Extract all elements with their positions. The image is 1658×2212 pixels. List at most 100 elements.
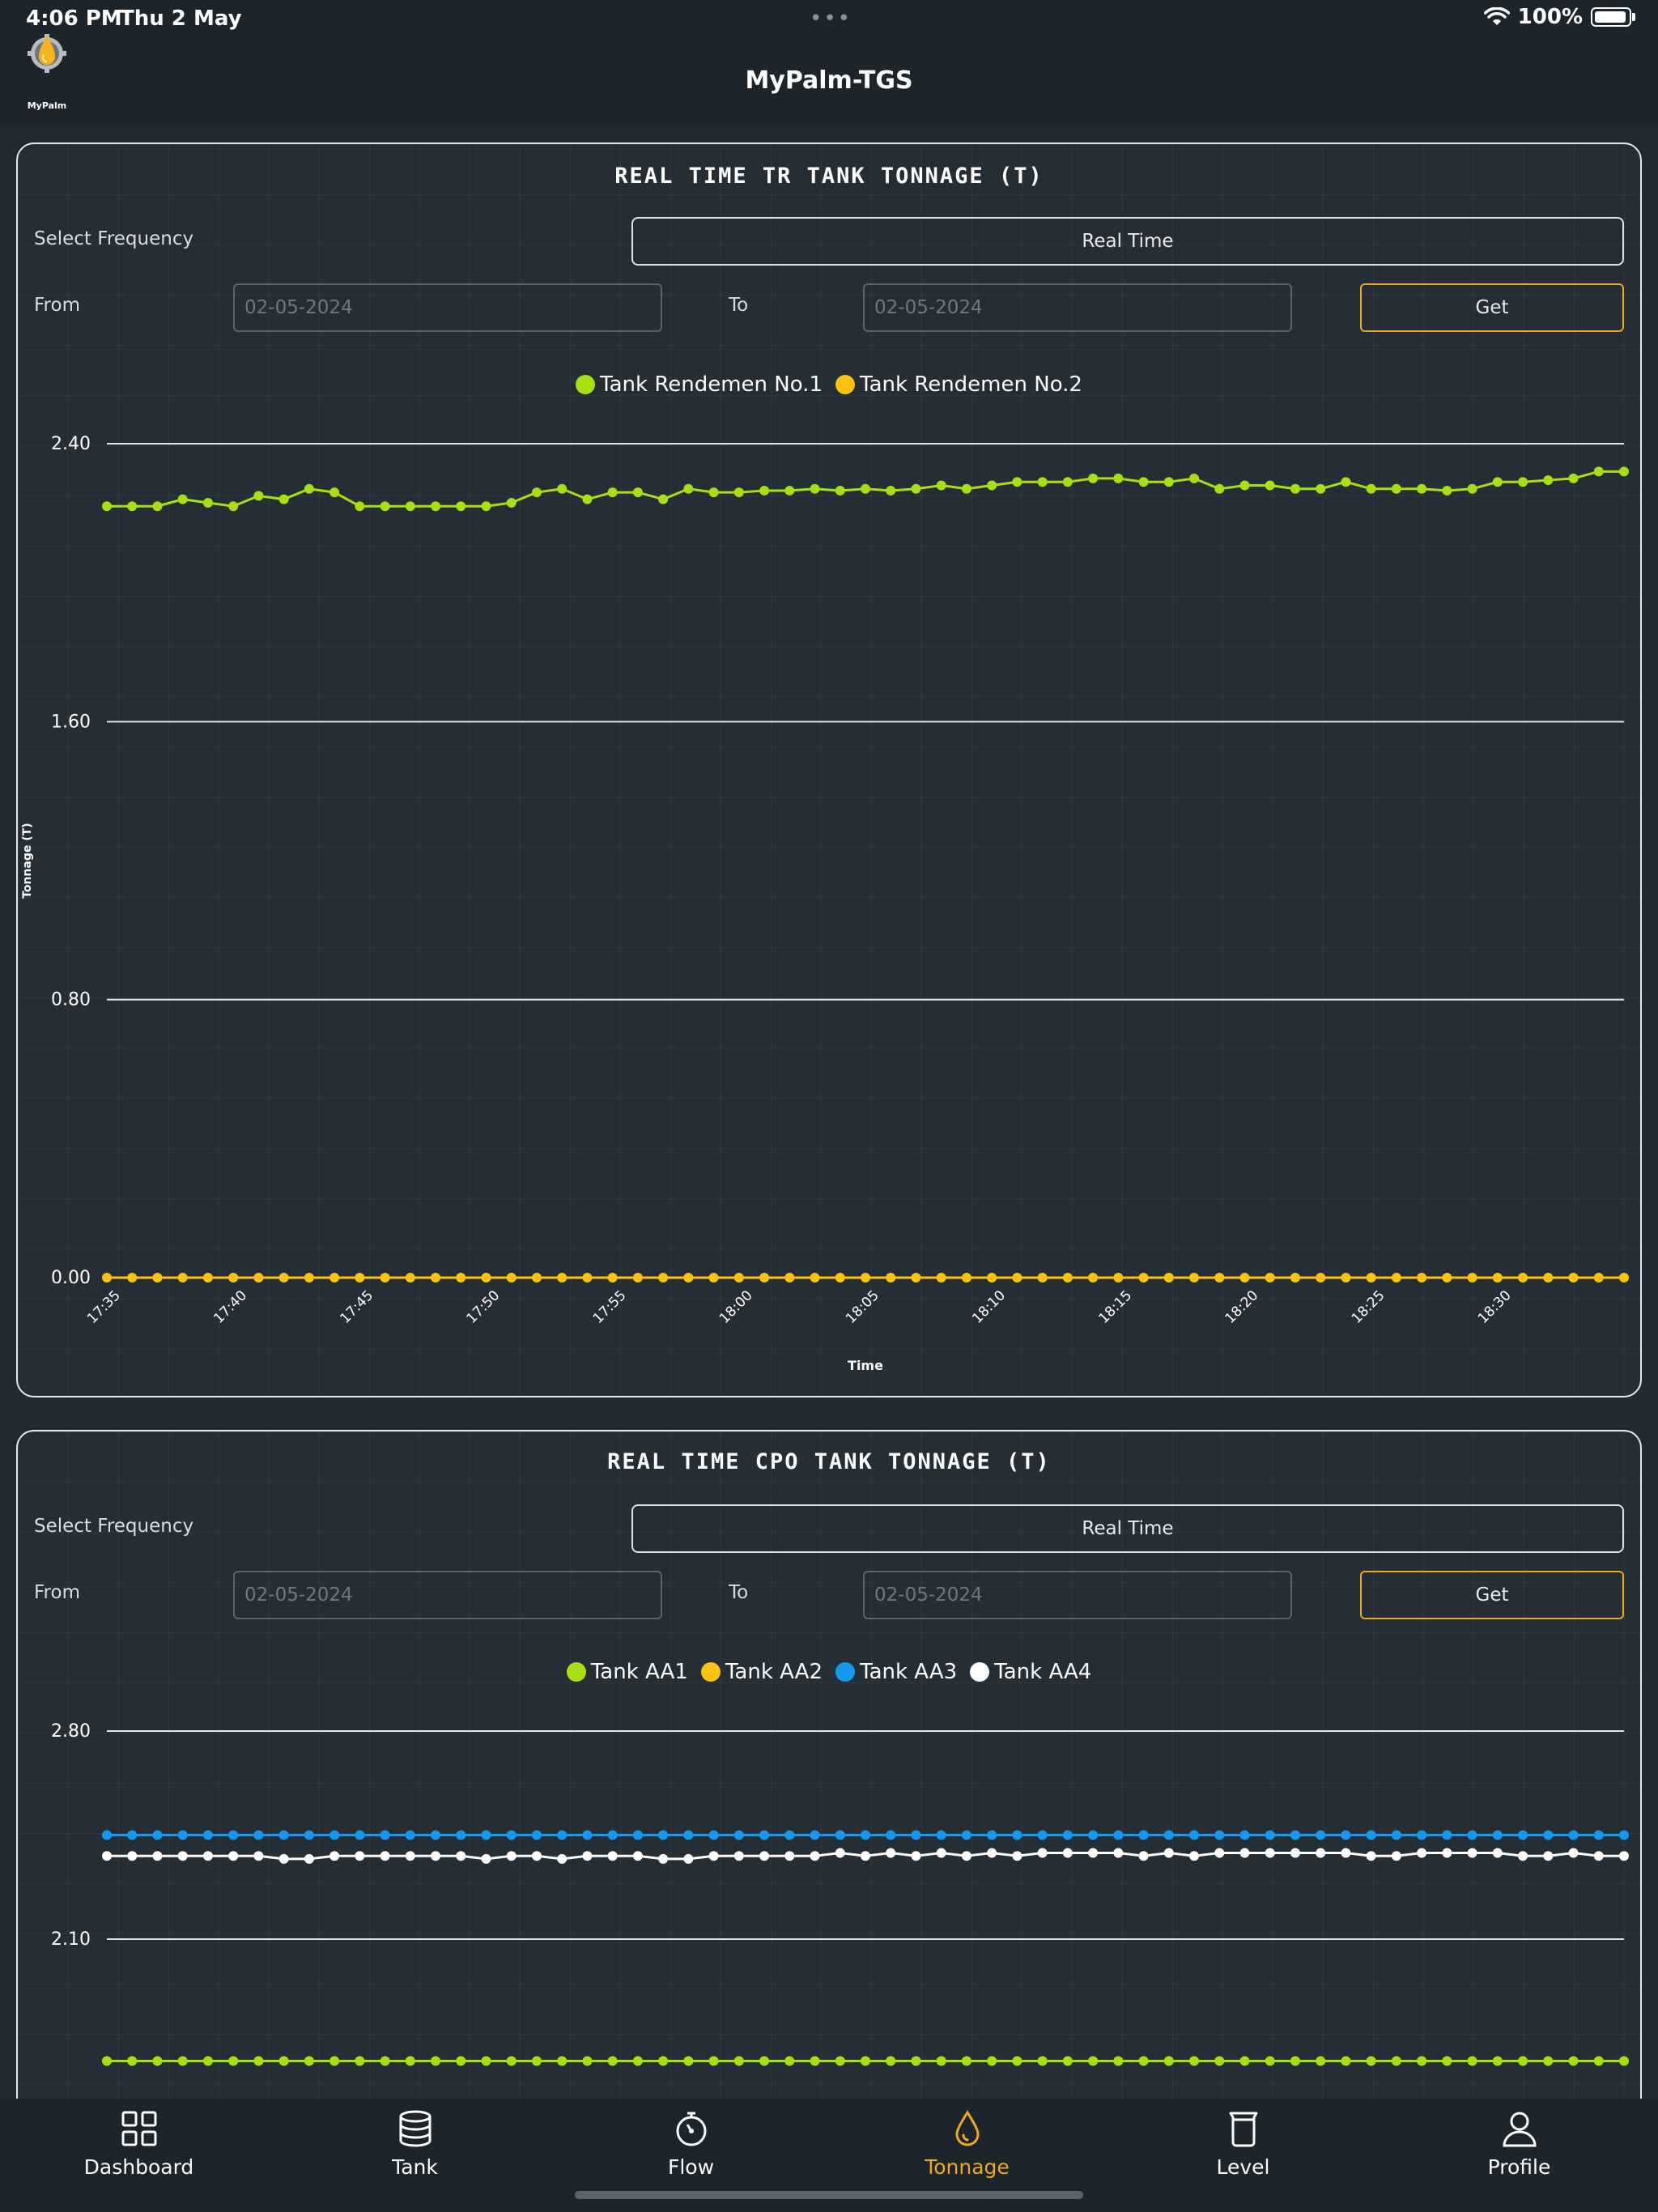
legend-item[interactable]: Tank AA3 [835,1660,957,1684]
data-point [1543,2056,1554,2066]
multitasking-dots[interactable]: ••• [810,6,852,31]
data-point [1138,477,1149,487]
database-icon [399,2110,431,2147]
wifi-icon [1483,7,1510,25]
frequency-select[interactable]: Real Time [631,1504,1624,1553]
tab-flow[interactable]: Flow [553,2099,829,2188]
data-point [1366,483,1376,494]
data-point [1568,1273,1579,1283]
data-point [177,494,188,504]
legend-item[interactable]: Tank Rendemen No.1 [576,372,823,397]
data-point [1113,1273,1124,1283]
legend-item[interactable]: Tank AA1 [566,1660,688,1684]
data-point [936,1273,946,1283]
y-tick-label: 1.60 [51,712,91,732]
y-axis-title: Tonnage (T) [21,823,34,898]
get-button[interactable]: Get [1360,283,1624,332]
data-point [1037,1830,1048,1840]
data-point [582,1830,593,1840]
data-point [835,485,845,496]
data-point [759,1273,770,1283]
data-point [1214,2056,1225,2066]
data-point [1037,2056,1048,2066]
data-point [1543,1851,1554,1861]
data-point [607,1851,618,1861]
data-point [557,483,568,494]
data-point [1619,466,1629,477]
data-point [708,1851,719,1861]
legend-item[interactable]: Tank AA4 [970,1660,1091,1684]
data-point [784,1851,795,1861]
data-point [456,501,466,512]
data-point [355,1851,365,1861]
data-point [1543,475,1554,486]
data-point [759,1851,770,1861]
data-point [632,1851,643,1861]
data-point [531,1851,542,1861]
data-point [1593,1273,1604,1283]
data-point [1088,1830,1099,1840]
legend-item[interactable]: Tank Rendemen No.2 [835,372,1082,397]
y-tick-label: 2.10 [51,1929,91,1950]
data-point [405,2056,415,2066]
tab-tank[interactable]: Tank [277,2099,553,2188]
data-point [861,483,870,494]
from-date-input[interactable]: 02-05-2024 [233,1571,662,1619]
data-point [1442,485,1452,496]
data-point [380,2056,390,2066]
panel-title: REAL TIME TR TANK TONNAGE (T) [614,164,1044,189]
data-point [1417,483,1427,494]
data-point [1214,1273,1225,1283]
data-point [506,1851,517,1861]
data-point [936,480,946,491]
data-point [759,2056,770,2066]
tab-label: Flow [667,2155,715,2179]
data-point [278,1853,289,1864]
data-point [607,487,618,498]
from-date-input[interactable]: 02-05-2024 [233,283,662,332]
data-point [380,1830,390,1840]
data-point [1518,1830,1528,1840]
tab-dashboard[interactable]: Dashboard [1,2099,277,2188]
data-point [708,2056,719,2066]
data-point [355,2056,365,2066]
logo-text: MyPalm [27,100,67,111]
data-point [1442,1273,1452,1283]
data-point [304,2056,314,2066]
data-point [405,1273,415,1283]
data-point [733,1273,744,1283]
data-point [481,1830,491,1840]
data-point [1341,1830,1351,1840]
data-point [658,494,669,504]
battery-nub [1632,13,1635,21]
data-point [936,2056,946,2066]
status-right: 100% [1483,5,1635,29]
data-point [911,2056,921,2066]
to-date-input[interactable]: 02-05-2024 [863,283,1292,332]
data-point [506,2056,517,2066]
home-indicator[interactable] [575,2191,1083,2199]
data-point [1189,1851,1200,1861]
tab-label: Dashboard [83,2155,194,2179]
to-date-input[interactable]: 02-05-2024 [863,1571,1292,1619]
data-point [810,483,820,494]
x-tick-label: 18:30 [1475,1287,1515,1327]
data-point [632,1830,643,1840]
tab-level[interactable]: Level [1105,2099,1381,2188]
tab-tonnage[interactable]: Tonnage [829,2099,1105,2188]
data-point [1239,2056,1250,2066]
tab-profile[interactable]: Profile [1381,2099,1657,2188]
data-point [733,487,744,498]
data-point [1214,1848,1225,1858]
data-point [1366,2056,1376,2066]
data-point [253,1830,264,1840]
data-point [582,494,593,504]
data-point [683,483,694,494]
get-button[interactable]: Get [1360,1571,1624,1619]
data-point [987,480,997,491]
status-time: 4:06 PM [26,6,122,31]
frequency-select[interactable]: Real Time [631,217,1624,266]
data-point [658,1853,669,1864]
legend-item[interactable]: Tank AA2 [700,1660,823,1684]
from-label: From [34,295,80,316]
